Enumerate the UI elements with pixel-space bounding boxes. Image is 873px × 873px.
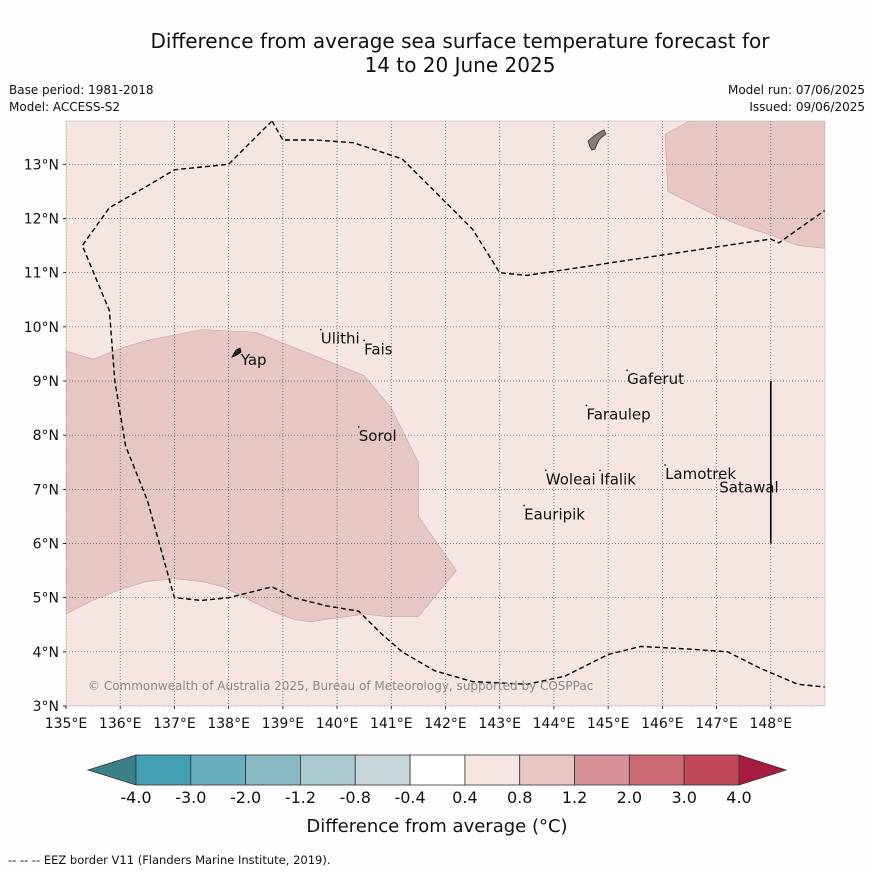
base-period: Base period: 1981-2018 [9,83,154,97]
colorbar-tick-label: -3.0 [175,788,206,807]
island-dot [585,404,588,407]
issued-date: Issued: 09/06/2025 [749,100,865,114]
island-dot [544,469,547,472]
colorbar-segment [190,754,247,786]
colorbar-tick-label: -2.0 [230,788,261,807]
tick-label-lon: 145°E [587,716,630,732]
colorbar-segment [354,754,411,786]
model-run: Model run: 07/06/2025 [727,83,865,97]
tick-label-lat: 10°N [24,320,59,336]
guam-landmass [587,129,607,151]
island-label-gaferut: Gaferut [627,370,684,388]
tick-label-lon: 148°E [749,716,792,732]
tick-label-lon: 138°E [207,716,250,732]
tick-label-lat: 3°N [33,699,59,715]
colorbar-segment [683,754,740,786]
colorbar-over-arrow [738,754,788,786]
island-dot [626,369,629,372]
colorbar-segment [300,754,356,786]
colorbar-segment [574,754,630,786]
island-dot [664,464,666,466]
island-dot [523,504,526,507]
colorbar-tick-label: 0.8 [507,788,532,807]
colorbar-under-arrow [86,754,137,786]
tick-label-lat: 6°N [33,537,59,553]
colorbar-segment [409,754,466,786]
tick-label-lat: 13°N [24,157,59,173]
title-line-1: Difference from average sea surface temp… [150,29,770,53]
tick-label-lon: 136°E [99,716,142,732]
island-label-yap: Yap [240,351,267,369]
colorbar-label: Difference from average (°C) [306,816,567,837]
island-label-woleai: Woleai [546,470,596,488]
tick-label-lat: 8°N [33,428,59,444]
map-layers: YapUlithiFaisGaferutFaraulepSorolLamotre… [66,121,825,706]
tick-label-lon: 147°E [695,716,738,732]
eez-border-line [81,121,825,688]
colorbar-segment [464,754,521,786]
tick-label-lat: 4°N [33,645,59,661]
colorbar-tick-label: -0.4 [394,788,425,807]
model-name: Model: ACCESS-S2 [9,100,121,114]
island-label-ulithi: Ulithi [321,330,360,348]
island-dot [235,350,238,353]
copyright-text: © Commonwealth of Australia 2025, Bureau… [88,679,593,693]
tick-label-lat: 7°N [33,482,59,498]
island-dot [363,339,366,342]
tick-label-lat: 9°N [33,374,59,390]
colorbar-tick-label: -0.8 [340,788,371,807]
colorbar-tick-label: 2.0 [617,788,642,807]
tick-label-lon: 135°E [45,716,88,732]
island-label-fais: Fais [364,340,393,358]
title-line-2: 14 to 20 June 2025 [364,53,556,77]
island-dot [357,426,360,428]
colorbar-tick-label: 0.4 [452,788,477,807]
colorbar-segment [245,754,301,786]
colorbar-tick-label: -4.0 [120,788,151,807]
colorbar-tick-label: 1.2 [562,788,587,807]
tick-label-lon: 143°E [478,716,521,732]
colorbar-tick-label: 4.0 [726,788,751,807]
colorbar-tick-label: -1.2 [285,788,316,807]
colorbar-segment [628,754,685,786]
colorbar-segment [135,754,192,786]
eez-border-line [271,121,825,277]
tick-label-lon: 142°E [424,716,467,732]
tick-label-lon: 137°E [153,716,196,732]
tick-label-lon: 139°E [262,716,305,732]
island-dot [718,477,721,480]
colorbar-segment [519,754,575,786]
island-label-ifalik: Ifalik [600,470,636,488]
tick-label-lat: 12°N [24,212,59,228]
tick-label-lat: 11°N [24,266,59,282]
island-label-sorol: Sorol [359,427,397,445]
island-label-faraulep: Faraulep [586,405,650,423]
tick-label-lon: 146°E [641,716,684,732]
tick-label-lon: 141°E [370,716,413,732]
tick-label-lon: 144°E [533,716,576,732]
colorbar-tick-label: 3.0 [671,788,696,807]
island-dot [599,469,601,472]
yap-landmass [231,347,242,358]
tick-label-lat: 5°N [33,591,59,607]
eez-legend-note: -- -- -- EEZ border V11 (Flanders Marine… [8,853,331,867]
tick-label-lon: 140°E [316,716,359,732]
northeast-warm-region [664,121,825,249]
island-label-satawal: Satawal [719,479,778,497]
island-label-eauripik: Eauripik [524,506,585,524]
island-dot [319,328,322,331]
west-warm-region [66,329,457,623]
